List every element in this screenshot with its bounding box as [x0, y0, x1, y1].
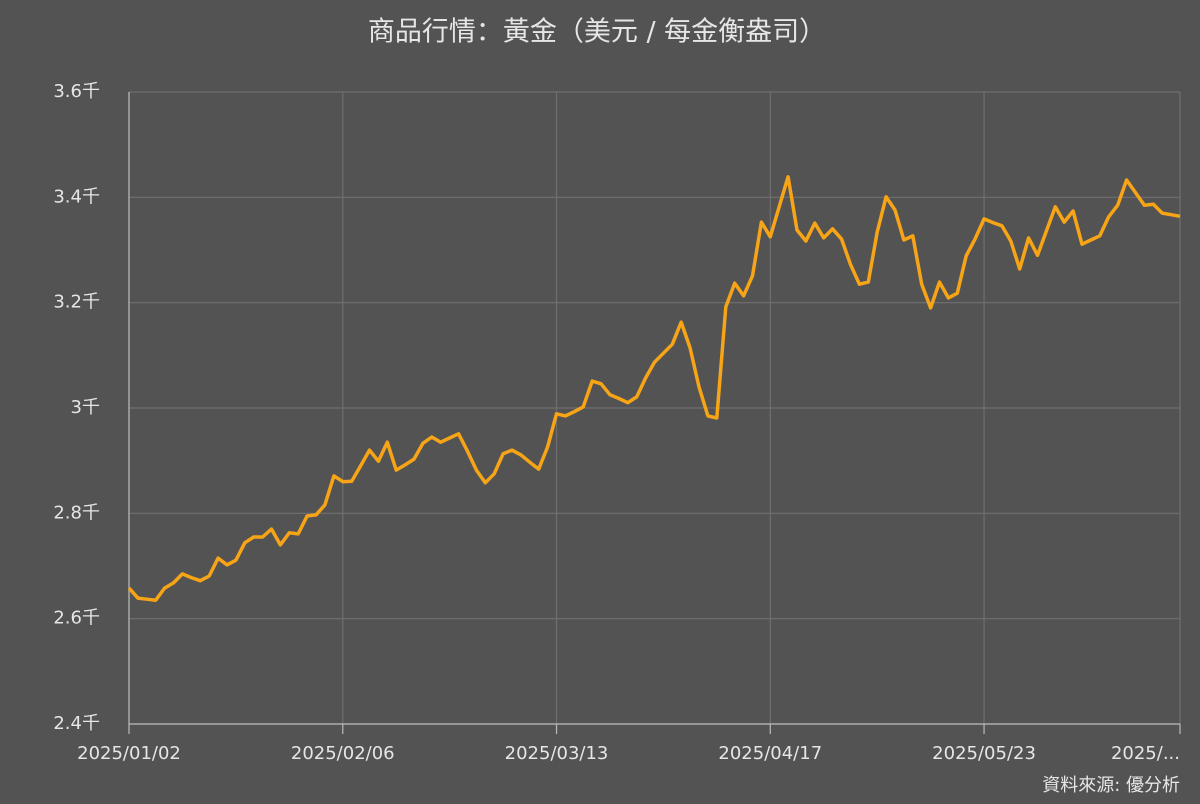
price-line: [127, 175, 1181, 602]
y-tick-label: 3.2千: [53, 292, 100, 313]
y-tick-label: 3.6千: [53, 81, 100, 102]
y-tick-label: 2.4千: [53, 713, 100, 734]
chart-title: 商品行情：黃金（美元 / 每金衡盎司）: [368, 17, 826, 48]
x-tick-label: 2025/05/23: [932, 743, 1036, 764]
x-tick-label: 2025/04/17: [718, 743, 822, 764]
x-tick-label: 2025/03/13: [505, 743, 609, 764]
x-tick-label: 2025/...: [1111, 743, 1180, 764]
source-note: 資料來源: 優分析: [1042, 775, 1180, 796]
y-tick-label: 2.6千: [53, 608, 100, 629]
x-tick-label: 2025/02/06: [291, 743, 395, 764]
y-tick-label: 2.8千: [53, 502, 100, 523]
x-tick-label: 2025/01/02: [77, 743, 181, 764]
y-tick-label: 3千: [71, 397, 100, 418]
y-tick-label: 3.4千: [53, 186, 100, 207]
